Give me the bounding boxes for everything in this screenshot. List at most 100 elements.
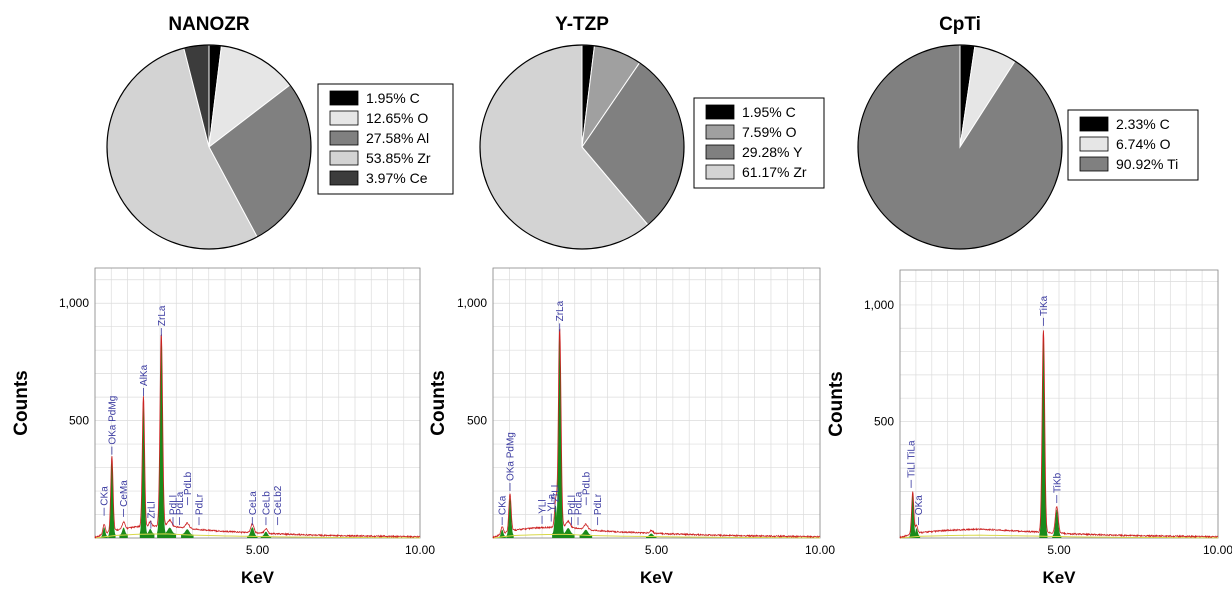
x-tick-label: 10.00 (805, 543, 835, 557)
peak-label: ZrLa (555, 300, 566, 321)
peak-label: CKa (498, 495, 509, 515)
legend-label: 2.33% C (1116, 116, 1170, 132)
pie-title: Y-TZP (555, 14, 609, 35)
pie-charts: NANOZR 1.95% C 12.65% O 27.58% Al 53.85% Zr 3… (106, 14, 1199, 250)
pie-title: NANOZR (168, 14, 250, 35)
peak-label: TiKb (1052, 472, 1063, 493)
legend-swatch (329, 150, 359, 166)
peak-area (1052, 509, 1062, 538)
peak-label: YLl (538, 499, 549, 513)
peak-label: CeLb2 (273, 485, 284, 515)
legend-label: 3.97% Ce (366, 170, 428, 186)
peak-label: AlKa (139, 364, 150, 386)
legend-swatch (705, 144, 735, 160)
y-axis-label: Counts (826, 371, 847, 436)
y-tick-label: 1,000 (864, 298, 894, 312)
legend-swatch (1079, 136, 1109, 152)
legend-swatch (705, 124, 735, 140)
legend-swatch (329, 90, 359, 106)
peak-area (100, 527, 108, 538)
grid (492, 268, 821, 539)
baseline-fit (94, 533, 421, 539)
peak-label: PdLr (195, 493, 206, 515)
baseline-fit (899, 534, 1219, 539)
pie-chart: NANOZR 1.95% C 12.65% O 27.58% Al 53.85% Zr 3… (106, 14, 454, 250)
legend-label: 6.74% O (1116, 136, 1171, 152)
legend-swatch (329, 130, 359, 146)
pie-chart: CpTi 2.33% C 6.74% O 90.92% Ti (857, 14, 1199, 250)
legend-swatch (705, 104, 735, 120)
legend-label: 1.95% C (742, 104, 796, 120)
legend-label: 61.17% Zr (742, 164, 807, 180)
peak-area (506, 497, 514, 538)
legend-swatch (329, 110, 359, 126)
legend-label: 7.59% O (742, 124, 797, 140)
spectrum-chart: TiLl TiLa OKa TiKa TiKb 500 1,000 5.00 10.00 KeV… (826, 269, 1232, 587)
y-tick-label: 1,000 (457, 296, 487, 310)
legend-label: 53.85% Zr (366, 150, 431, 166)
y-tick-label: 500 (467, 414, 487, 428)
peak-label: TiKa (1039, 295, 1050, 316)
pie-outline (857, 44, 1063, 250)
spectrum-line (94, 334, 421, 539)
legend-swatch (1079, 156, 1109, 172)
peak-label: PdLl (567, 495, 578, 515)
peak-area (912, 528, 921, 538)
legend-label: 27.58% Al (366, 130, 429, 146)
peak-label: CeLb (261, 491, 272, 515)
x-tick-label: 5.00 (246, 543, 270, 557)
legend-swatch (329, 170, 359, 186)
pie-title: CpTi (939, 14, 981, 35)
peak-area (146, 528, 155, 538)
peak-label: PdLl (169, 495, 180, 515)
y-tick-label: 500 (69, 414, 89, 428)
peak-label: PdLr (593, 493, 604, 515)
x-tick-label: 5.00 (1047, 543, 1071, 557)
pie-chart: Y-TZP 1.95% C 7.59% O 29.28% Y 61.17% Zr (479, 14, 825, 250)
x-axis-label: KeV (640, 568, 674, 587)
peak-label: TiLl TiLa (907, 440, 918, 478)
peak-label: YLa (547, 493, 558, 511)
peak-label: PdLb (582, 471, 593, 495)
grid (899, 270, 1219, 539)
legend-swatch (1079, 116, 1109, 132)
peak-label: ZrLl (551, 485, 562, 502)
pie-outline (106, 44, 312, 250)
peak-label: CeLa (248, 491, 259, 515)
peak-label: PdLb (183, 471, 194, 495)
spectrum-line (899, 330, 1219, 539)
peak-label: OKa (914, 495, 925, 515)
peak-label: ZrLa (157, 305, 168, 326)
y-tick-label: 500 (874, 414, 894, 428)
baseline-fit (492, 533, 821, 539)
y-tick-label: 1,000 (59, 296, 89, 310)
peak-label: OKa PdMg (107, 396, 118, 445)
peak-label: CeMa (119, 480, 130, 507)
peak-area (163, 527, 176, 538)
legend-label: 1.95% C (366, 90, 420, 106)
peak-label: PdLa (175, 491, 186, 515)
y-axis-label: Counts (428, 370, 449, 435)
x-tick-label: 10.00 (1203, 543, 1232, 557)
peak-area (498, 529, 506, 538)
legend-label: 90.92% Ti (1116, 156, 1178, 172)
peak-area (646, 533, 657, 538)
x-axis-label: KeV (1042, 568, 1076, 587)
x-tick-label: 10.00 (405, 543, 435, 557)
peak-area (561, 528, 575, 538)
peak-label: OKa PdMg (506, 432, 517, 481)
peak-area (247, 527, 258, 538)
spectrum-chart: CKa OKa PdMg CeMa AlKa ZrLl ZrLa PdLlPdLaPdLbP… (11, 267, 435, 587)
peak-area (181, 529, 194, 538)
pie-outline (479, 44, 685, 250)
pie-slice (857, 44, 1063, 250)
legend-swatch (705, 164, 735, 180)
peak-label: PdLa (574, 491, 585, 515)
peak-label: ZrLl (146, 501, 157, 518)
legend-label: 12.65% O (366, 110, 428, 126)
x-axis-label: KeV (241, 568, 275, 587)
peak-label: CKa (100, 486, 111, 506)
legend-label: 29.28% Y (742, 144, 803, 160)
